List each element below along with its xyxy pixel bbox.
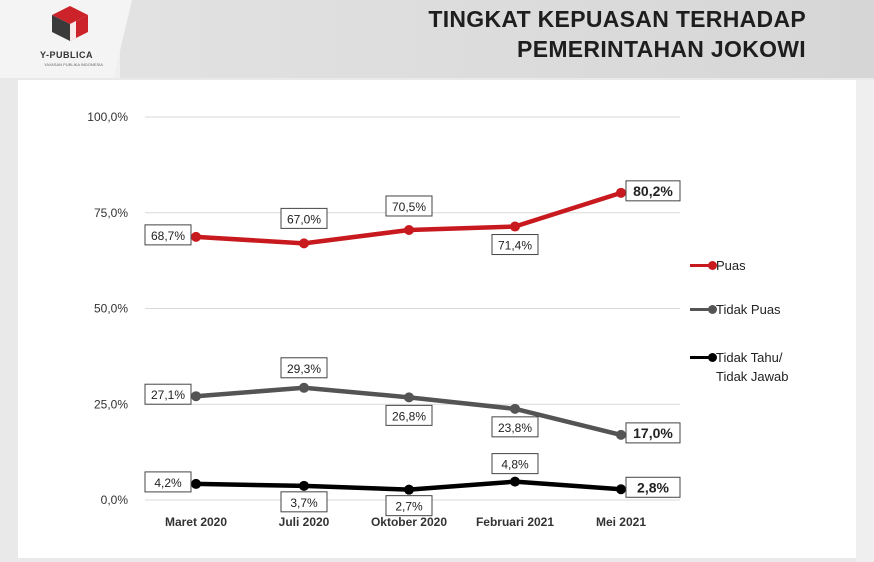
- data-point: [510, 403, 520, 414]
- data-label-box: [625, 180, 681, 202]
- data-label: 4,2%: [154, 476, 182, 490]
- data-point: [191, 478, 201, 489]
- data-label: 27,1%: [151, 388, 185, 402]
- data-label: 71,4%: [498, 239, 532, 253]
- y-tick-label: 50,0%: [94, 302, 128, 316]
- data-label: 17,0%: [633, 425, 673, 441]
- data-label: 2,8%: [637, 479, 669, 495]
- data-point: [616, 187, 626, 198]
- data-label: 68,7%: [151, 229, 185, 243]
- data-label-box: [491, 416, 539, 438]
- header: Y-PUBLICA YAYASAN PUBLIKA INDONESIA TING…: [0, 0, 874, 78]
- data-point: [510, 221, 520, 232]
- data-label-box: [144, 383, 192, 405]
- data-label: 80,2%: [633, 183, 673, 199]
- title-line-2: PEMERINTAHAN JOKOWI: [517, 36, 806, 62]
- panel-edge: [856, 80, 874, 562]
- data-point: [404, 484, 414, 495]
- data-label-box: [144, 224, 192, 246]
- data-label: 29,3%: [287, 362, 321, 376]
- x-tick-label: Juli 2020: [279, 515, 330, 529]
- logo-name: Y-PUBLICA: [40, 50, 94, 60]
- legend-label: Tidak Puas: [716, 302, 781, 317]
- title-line-1: TINGKAT KEPUASAN TERHADAP: [428, 6, 806, 32]
- data-label-box: [385, 495, 433, 517]
- data-point: [299, 382, 309, 393]
- legend-marker: [708, 261, 717, 270]
- y-tick-label: 75,0%: [94, 206, 128, 220]
- data-label: 70,5%: [392, 200, 426, 214]
- data-label-box: [144, 471, 192, 493]
- legend-item: Puas: [690, 256, 850, 296]
- y-tick-label: 100,0%: [87, 110, 128, 124]
- x-tick-label: Maret 2020: [165, 515, 227, 529]
- legend-marker: [708, 305, 717, 314]
- data-point: [299, 480, 309, 491]
- data-label-box: [625, 476, 681, 498]
- data-label: 26,8%: [392, 409, 426, 423]
- data-label: 67,0%: [287, 212, 321, 226]
- data-label: 2,7%: [395, 500, 423, 514]
- y-tick-label: 0,0%: [101, 493, 129, 507]
- data-label: 23,8%: [498, 421, 532, 435]
- legend-swatch: [690, 356, 712, 359]
- data-label: 4,8%: [501, 458, 529, 472]
- data-point: [616, 484, 626, 495]
- data-point: [299, 238, 309, 249]
- logo: Y-PUBLICA YAYASAN PUBLIKA INDONESIA: [0, 0, 132, 78]
- logo-cube-icon: [52, 6, 88, 41]
- data-point: [191, 391, 201, 402]
- data-label-box: [491, 234, 539, 256]
- data-label-box: [385, 195, 433, 217]
- data-label-box: [491, 453, 539, 475]
- data-point: [191, 231, 201, 242]
- legend-swatch: [690, 264, 712, 267]
- logo-tagline: YAYASAN PUBLIKA INDONESIA: [44, 62, 103, 67]
- legend-label: Puas: [716, 258, 746, 273]
- legend-item: Tidak Tahu/ Tidak Jawab: [690, 348, 850, 388]
- x-tick-label: Februari 2021: [476, 515, 554, 529]
- x-tick-label: Oktober 2020: [371, 515, 447, 529]
- header-band: [120, 0, 874, 78]
- data-label-box: [280, 357, 328, 379]
- data-label-box: [625, 422, 681, 444]
- legend-item: Tidak Puas: [690, 300, 850, 340]
- data-label-box: [385, 404, 433, 426]
- data-point: [510, 476, 520, 487]
- x-tick-label: Mei 2021: [596, 515, 646, 529]
- page-title: TINGKAT KEPUASAN TERHADAP PEMERINTAHAN J…: [428, 4, 806, 64]
- data-label-box: [280, 491, 328, 513]
- data-point: [616, 429, 626, 440]
- legend-swatch: [690, 308, 712, 311]
- legend-marker: [708, 353, 717, 362]
- data-point: [404, 392, 414, 403]
- data-label-box: [280, 207, 328, 229]
- data-label: 3,7%: [290, 496, 318, 510]
- data-point: [404, 224, 414, 235]
- legend-label: Tidak Tahu/ Tidak Jawab: [716, 350, 789, 384]
- y-tick-label: 25,0%: [94, 397, 128, 411]
